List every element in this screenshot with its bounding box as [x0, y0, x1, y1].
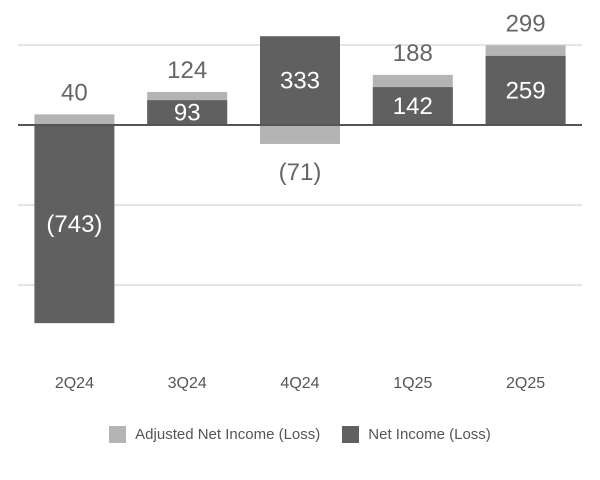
value-label-adjusted-4Q24: (71) [279, 159, 322, 186]
value-label-net-1Q25: 142 [393, 93, 433, 120]
bar-adjusted-4Q24 [260, 125, 340, 144]
value-label-adjusted-2Q25: 299 [506, 10, 546, 37]
legend-label-net: Net Income (Loss) [368, 426, 491, 443]
value-label-net-3Q24: 93 [174, 100, 201, 127]
value-label-adjusted-1Q25: 188 [393, 40, 433, 67]
value-label-adjusted-3Q24: 124 [167, 57, 207, 84]
value-label-net-2Q25: 259 [506, 77, 546, 104]
legend-swatch-adjusted [109, 426, 127, 443]
value-label-net-2Q24: (743) [46, 211, 102, 238]
x-tick-labels: 2Q24 3Q24 4Q24 1Q25 2Q25 [55, 375, 545, 392]
bar-adjusted-2Q24 [34, 114, 115, 125]
bar-net-4Q24 [260, 36, 340, 126]
x-tick-label-2Q25: 2Q25 [506, 375, 545, 392]
value-labels: (743) 40 93 124 333 (71) 142 188 259 299 [46, 10, 545, 238]
legend-swatch-net [342, 426, 360, 443]
value-label-net-4Q24: 333 [280, 68, 320, 95]
bar-net-2Q25 [485, 55, 566, 125]
legend-item-net-income: Net Income (Loss) [342, 426, 491, 443]
legend-label-adjusted: Adjusted Net Income (Loss) [135, 426, 321, 443]
x-tick-label-2Q24: 2Q24 [55, 375, 94, 392]
bar-net-1Q25 [372, 87, 453, 125]
bar-net-3Q24 [147, 100, 228, 125]
legend: Adjusted Net Income (Loss) Net Income (L… [0, 426, 600, 443]
x-tick-label-1Q25: 1Q25 [393, 375, 432, 392]
legend-item-adjusted-net-income: Adjusted Net Income (Loss) [109, 426, 320, 443]
x-tick-label-4Q24: 4Q24 [280, 375, 319, 392]
bar-net-2Q24 [34, 125, 115, 324]
value-label-adjusted-2Q24: 40 [61, 79, 88, 106]
x-tick-label-3Q24: 3Q24 [168, 375, 207, 392]
bars [34, 36, 566, 324]
chart: (743) 40 93 124 333 (71) 142 188 259 299 2Q24 3Q24… [18, 10, 582, 392]
